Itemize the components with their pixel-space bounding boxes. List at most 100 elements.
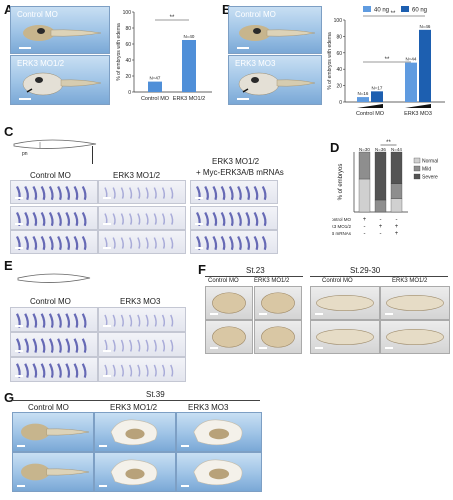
bar-segment [390,198,403,213]
significance-label: ** [170,15,175,21]
column-header: ERK3 MO3 [188,403,229,412]
specimen-image [16,211,87,227]
scale-bar [15,197,23,199]
tadpole-photo [94,412,176,452]
specimen-image [196,211,267,227]
specimen-image [316,295,374,311]
stage-label: St.39 [146,390,165,399]
y-axis-label: % of embryos with edema [116,23,122,81]
y-tick-label: 100 [334,18,343,24]
bar-segment [374,151,387,201]
specimen-image [104,339,174,352]
photo-control-mo-a: Control MO [10,6,110,54]
significance-label: ** [385,57,390,63]
y-tick-label: 0 [128,90,131,96]
legend-swatch [413,165,421,172]
y-tick-label: 100 [123,10,132,16]
photo-control-mo-b: Control MO [228,6,322,54]
legend-swatch [363,6,371,12]
column-header: ERK3 MO1/2 [110,403,158,412]
bar [148,81,162,92]
embryo-schematic [13,139,97,149]
scale-bar [15,223,23,225]
column-header: ERK3 MO3 [120,297,161,306]
specimen-image [261,326,295,348]
scale-bar [99,485,107,487]
column-header: + Myc-ERK3A/B mRNAs [196,168,284,177]
bar [405,62,417,102]
n-label: N=30 [359,147,370,152]
legend-swatch [413,157,421,164]
chart-d: % of embryos N=30 N=36 N=44** Normal Mild Seve… [332,140,438,237]
legend-swatch [413,173,421,180]
y-tick-label: 20 [336,84,342,90]
specimen-image [212,292,246,314]
y-tick-label: 60 [125,42,131,48]
photo-label: Control MO [235,10,276,19]
column-header: ERK3 MO1/2 [392,278,428,284]
tadpole-edema-image [238,72,316,96]
stained-embryo-photo [98,332,186,357]
embryo-photo [380,320,450,354]
tadpole-photo [12,412,94,452]
column-header: Control MO [30,297,71,306]
panel-letter-a: A [4,2,14,17]
scale-bar [19,98,31,100]
scale-bar [103,350,111,352]
scale-bar [210,313,218,315]
condition-label: Myc-ERK3A/B mRNAs [332,231,352,236]
panel-letter-e: E [4,258,13,273]
stained-embryo-photo [10,180,98,204]
n-label: N=36 [375,147,386,152]
scale-bar [103,223,111,225]
x-tick-label: ERK3 MO1/2 [173,96,205,102]
photo-label: ERK3 MO3 [235,59,276,68]
tadpole-photo [176,412,262,452]
panel-letter-g: G [4,390,15,405]
n-label: N=46 [420,24,431,29]
specimen-image [104,213,174,225]
specimen-image [104,187,174,199]
stained-embryo-photo [10,307,98,332]
specimen-image [16,185,87,201]
specimen-image [386,329,444,345]
scale-bar [15,325,23,327]
tadpole-photo [94,452,176,492]
stained-embryo-photo [98,180,186,204]
n-label: N=40 [184,34,195,39]
bar [371,91,383,102]
scale-bar [195,223,203,225]
scale-bar [17,485,25,487]
condition-mark: - [380,231,382,237]
condition-mark: - [396,217,398,223]
stained-embryo-photo [10,230,98,254]
condition-mark: + [363,217,367,223]
scale-bar [259,347,267,349]
stained-embryo-photo [190,206,278,230]
bar-segment [374,199,387,213]
n-label: N=17 [372,85,383,90]
stained-embryo-photo [98,206,186,230]
stained-embryo-photo [10,357,98,382]
scale-bar [195,197,203,199]
stained-embryo-photo [10,206,98,230]
condition-mark: + [395,231,399,237]
significance-label: ** [386,140,391,146]
specimen-image [16,313,87,328]
n-label: N=16 [358,91,369,96]
scale-bar [99,445,107,447]
y-tick-label: 60 [336,51,342,57]
column-header: ERK3 MO1/2 [113,171,161,180]
bar [182,40,196,92]
scale-bar [103,247,111,249]
scale-bar [237,98,249,100]
y-axis-label: % of embryos [338,164,344,201]
x-tick-label: Control MO [141,96,170,102]
scale-bar [19,47,31,49]
embryo-photo [310,320,380,354]
scale-bar [181,445,189,447]
orientation-bar [92,146,93,164]
scale-bar [15,247,23,249]
specimen-image [193,419,243,446]
tadpole-image [239,25,316,41]
